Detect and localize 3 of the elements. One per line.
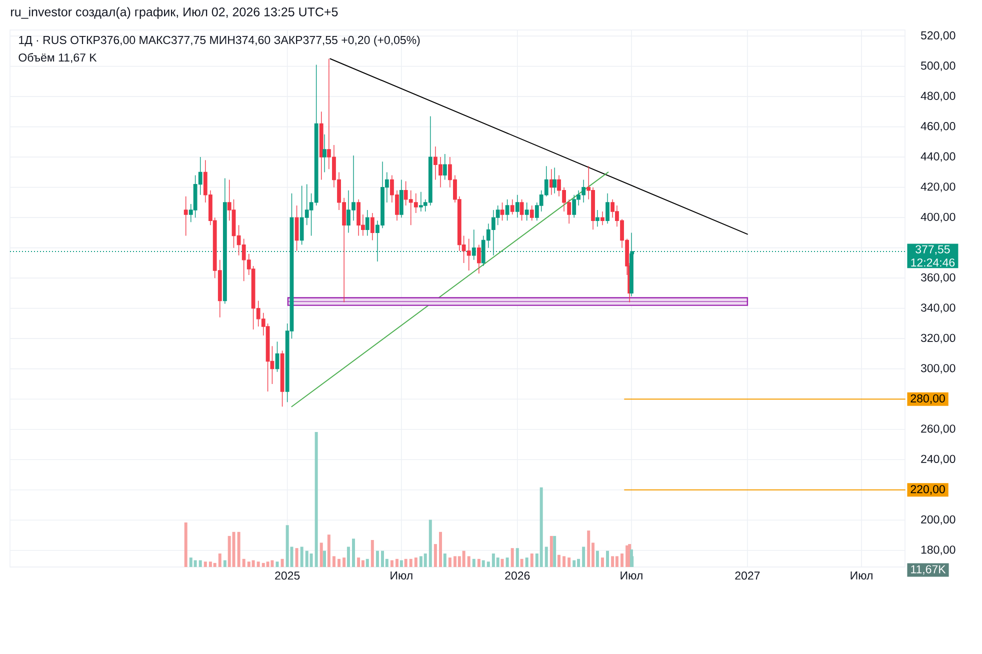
- chart-subtitle: 1Д · RUS ОТКР376,00 МАКС377,75 МИН374,60 ЗАКР377,55 +0,20 (+0,05%): [19, 36, 420, 46]
- chart-title: ru_investor создал(а) график, Июл 02, 2026 13:25 UTC+5: [11, 7, 338, 19]
- y-tick-label: 520,00: [920, 31, 956, 41]
